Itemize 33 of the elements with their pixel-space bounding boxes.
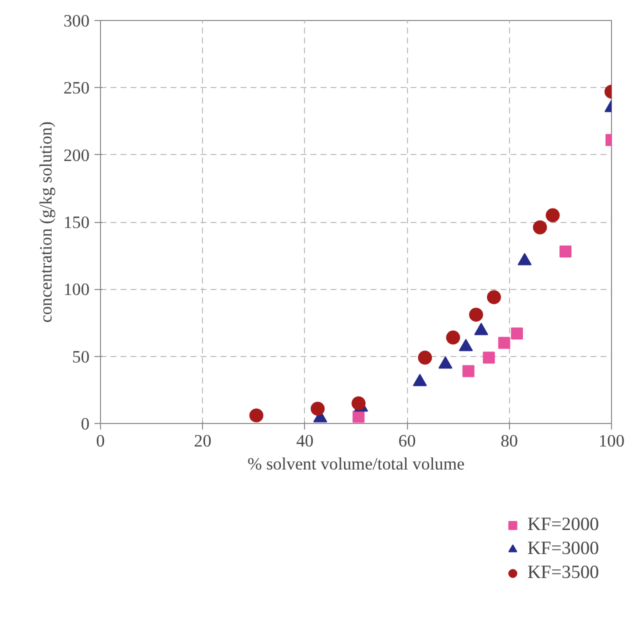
point <box>446 330 460 345</box>
point <box>560 246 572 258</box>
point <box>469 308 484 322</box>
legend-label: KF=2000 <box>527 514 599 536</box>
point <box>532 220 547 234</box>
x-tick-label: 80 <box>500 432 518 450</box>
x-tick-label: 60 <box>398 432 416 450</box>
y-tick-label: 100 <box>64 280 90 300</box>
x-tick-label: 20 <box>194 432 212 450</box>
point <box>482 352 495 364</box>
x-tick-label: 0 <box>96 432 105 450</box>
x-tick-label: 100 <box>598 432 625 450</box>
x-axis-title: % solvent volume/total volume <box>247 454 465 474</box>
x-tick-label: 40 <box>296 432 314 450</box>
point <box>352 410 365 423</box>
point <box>486 290 501 304</box>
point <box>310 402 325 416</box>
point <box>510 327 523 340</box>
y-tick-label: 250 <box>64 78 90 98</box>
y-tick-label: 300 <box>64 12 90 30</box>
point <box>418 350 432 365</box>
y-tick-label: 50 <box>72 347 90 366</box>
y-tick-label: 150 <box>64 213 90 232</box>
point <box>546 208 560 222</box>
legend-label: KF=3000 <box>527 538 599 560</box>
legend-label: KF=3500 <box>527 562 599 584</box>
point <box>352 396 366 410</box>
y-axis-title: concentration (g/kg solution) <box>36 121 56 323</box>
point <box>498 336 510 349</box>
point <box>249 408 264 422</box>
point <box>462 365 474 378</box>
y-tick-label: 200 <box>64 146 90 165</box>
y-tick-label: 0 <box>80 414 90 434</box>
